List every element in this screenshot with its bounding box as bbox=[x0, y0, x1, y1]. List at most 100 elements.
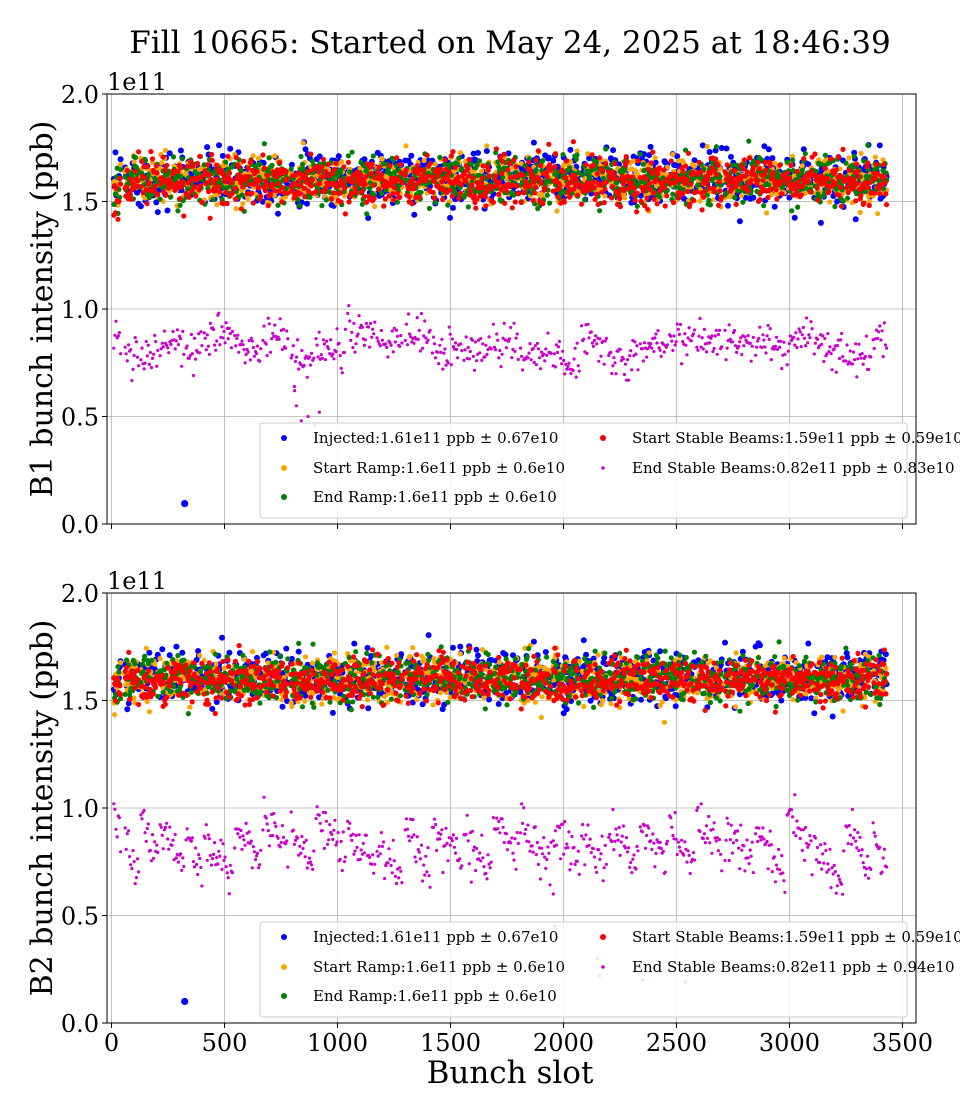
data-point bbox=[465, 165, 471, 171]
data-point bbox=[552, 352, 556, 356]
data-point bbox=[206, 189, 212, 195]
data-point bbox=[741, 166, 747, 172]
data-point bbox=[780, 366, 784, 371]
data-point bbox=[772, 347, 777, 351]
data-point bbox=[450, 149, 456, 155]
data-point bbox=[825, 352, 829, 356]
legend-marker bbox=[281, 494, 287, 500]
data-point bbox=[137, 364, 141, 368]
data-point bbox=[214, 348, 218, 352]
data-point bbox=[167, 177, 173, 183]
data-point bbox=[583, 350, 587, 354]
y-offset-label: 1e11 bbox=[107, 68, 167, 96]
data-point bbox=[191, 373, 196, 378]
data-point bbox=[792, 335, 796, 339]
data-point bbox=[440, 196, 446, 203]
data-point bbox=[443, 347, 447, 351]
data-point bbox=[521, 368, 525, 372]
data-point bbox=[265, 353, 269, 358]
data-point bbox=[466, 156, 472, 163]
data-point bbox=[845, 343, 849, 347]
data-point bbox=[148, 350, 152, 355]
data-point bbox=[492, 345, 497, 349]
data-point bbox=[192, 336, 197, 340]
data-point bbox=[404, 322, 408, 326]
data-point bbox=[149, 366, 154, 370]
data-point bbox=[359, 188, 365, 194]
data-point bbox=[156, 348, 160, 352]
data-point bbox=[144, 339, 148, 344]
data-point bbox=[786, 349, 790, 353]
data-point bbox=[113, 185, 119, 191]
data-point bbox=[613, 361, 617, 365]
data-point bbox=[229, 190, 235, 196]
data-point bbox=[339, 159, 345, 165]
data-point bbox=[192, 169, 198, 175]
data-point bbox=[841, 355, 845, 359]
data-point bbox=[466, 345, 470, 350]
data-point bbox=[246, 174, 252, 180]
data-point bbox=[672, 334, 676, 338]
panel-b2: 0 500 1000 1500 2000 2500 3000 35000.00.51.01.5… bbox=[25, 567, 960, 1057]
data-point bbox=[878, 324, 882, 328]
data-point bbox=[185, 186, 191, 192]
data-point bbox=[770, 170, 776, 176]
data-point bbox=[710, 160, 716, 166]
data-point bbox=[495, 159, 501, 165]
data-point bbox=[163, 192, 169, 198]
data-point bbox=[483, 148, 490, 154]
data-point bbox=[502, 200, 508, 206]
data-point bbox=[506, 160, 512, 166]
data-point bbox=[325, 161, 332, 167]
data-point bbox=[331, 352, 335, 356]
data-point bbox=[560, 362, 564, 366]
data-point bbox=[856, 357, 860, 361]
data-point bbox=[475, 359, 479, 363]
data-point bbox=[203, 336, 207, 340]
data-point bbox=[646, 152, 653, 159]
data-point bbox=[118, 167, 124, 173]
data-point bbox=[129, 348, 133, 352]
data-point bbox=[382, 196, 388, 202]
data-point bbox=[339, 366, 343, 370]
data-point bbox=[279, 703, 286, 710]
data-point bbox=[826, 189, 832, 195]
data-point bbox=[644, 195, 650, 201]
data-point bbox=[301, 185, 307, 191]
data-point bbox=[832, 203, 838, 210]
data-point bbox=[845, 189, 851, 196]
data-point bbox=[623, 154, 629, 160]
data-point bbox=[162, 147, 168, 153]
data-point bbox=[220, 171, 226, 177]
data-point bbox=[867, 179, 873, 185]
data-point bbox=[337, 190, 343, 196]
data-point bbox=[444, 363, 448, 367]
data-point bbox=[124, 706, 131, 713]
data-point bbox=[142, 367, 146, 371]
data-point bbox=[763, 167, 769, 173]
data-point bbox=[351, 346, 355, 350]
data-point bbox=[450, 204, 456, 211]
data-point bbox=[843, 160, 849, 166]
data-point bbox=[732, 168, 738, 174]
data-point bbox=[642, 341, 647, 345]
data-point bbox=[604, 336, 609, 340]
data-point bbox=[741, 157, 748, 163]
data-point bbox=[165, 343, 169, 347]
data-point-outlier bbox=[306, 414, 310, 419]
data-point bbox=[319, 353, 323, 357]
data-point bbox=[147, 362, 151, 366]
data-point bbox=[196, 187, 202, 193]
data-point bbox=[470, 175, 476, 181]
data-point bbox=[479, 175, 485, 181]
data-point bbox=[144, 201, 150, 207]
data-point bbox=[662, 203, 668, 209]
data-point bbox=[498, 349, 502, 353]
data-point bbox=[182, 352, 186, 356]
data-point bbox=[520, 172, 526, 178]
data-point bbox=[699, 142, 706, 149]
data-point bbox=[448, 161, 454, 167]
data-point bbox=[482, 194, 488, 200]
data-point bbox=[322, 342, 326, 346]
